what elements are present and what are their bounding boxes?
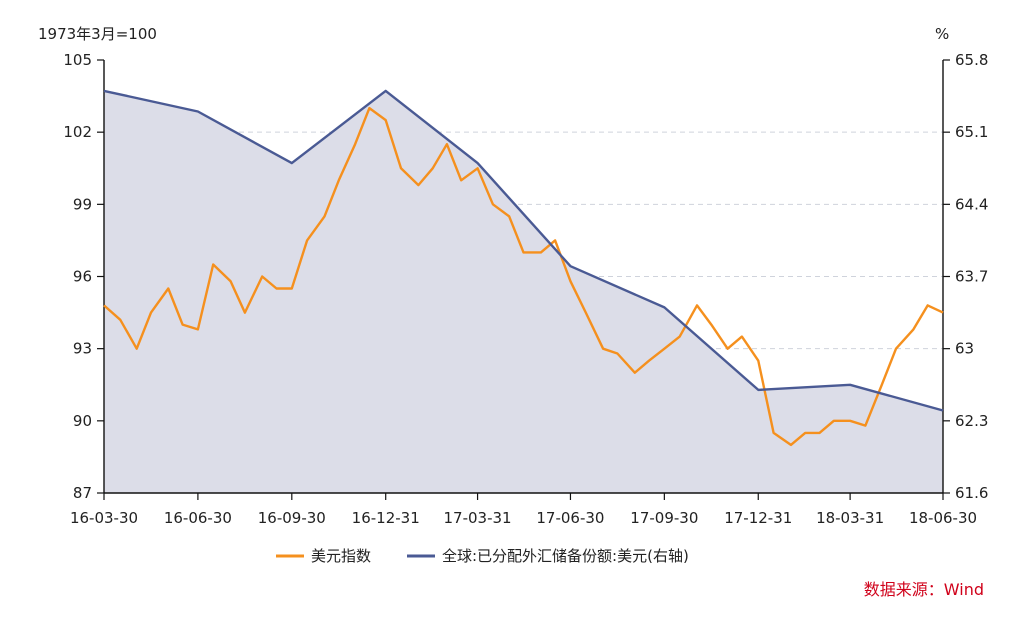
left-tick-label: 90 bbox=[73, 412, 92, 430]
x-tick-label: 16-09-30 bbox=[258, 509, 326, 527]
right-axis-ticks: 61.6 62.3 63 63.7 64.4 65.1 65.8 bbox=[943, 51, 988, 502]
reserve-share-line bbox=[103, 89, 944, 412]
x-tick-label: 18-03-31 bbox=[816, 509, 884, 527]
left-tick-label: 96 bbox=[73, 268, 92, 286]
x-tick-label: 16-03-30 bbox=[70, 509, 138, 527]
reserve-share-area bbox=[104, 90, 943, 494]
right-tick-label: 65.8 bbox=[955, 51, 988, 69]
right-tick-label: 61.6 bbox=[955, 484, 988, 502]
left-tick-label: 99 bbox=[73, 195, 92, 213]
legend: 美元指数 全球:已分配外汇储备份额:美元(右轴) bbox=[276, 547, 689, 565]
x-tick-label: 17-03-31 bbox=[444, 509, 512, 527]
right-tick-label: 63 bbox=[955, 340, 974, 358]
usd-index-line bbox=[103, 106, 944, 447]
x-tick-label: 18-06-30 bbox=[909, 509, 977, 527]
source-note: 数据来源：Wind bbox=[864, 580, 984, 599]
left-tick-label: 87 bbox=[73, 484, 92, 502]
x-tick-label: 16-12-31 bbox=[352, 509, 420, 527]
right-tick-label: 65.1 bbox=[955, 123, 988, 141]
right-tick-label: 62.3 bbox=[955, 412, 988, 430]
legend-label-usd-index: 美元指数 bbox=[311, 547, 371, 565]
left-axis-ticks: 87 90 93 96 99 102 105 bbox=[63, 51, 104, 502]
x-axis-ticks: 16-03-30 16-06-30 16-09-30 16-12-31 17-03-31… bbox=[70, 493, 977, 527]
x-tick-label: 17-06-30 bbox=[536, 509, 604, 527]
left-tick-label: 93 bbox=[73, 340, 92, 358]
right-tick-label: 63.7 bbox=[955, 268, 988, 286]
x-tick-label: 17-12-31 bbox=[724, 509, 792, 527]
left-tick-label: 105 bbox=[63, 51, 92, 69]
right-axis-unit: % bbox=[935, 25, 949, 43]
legend-label-reserve-share: 全球:已分配外汇储备份额:美元(右轴) bbox=[442, 547, 689, 565]
right-tick-label: 64.4 bbox=[955, 195, 988, 213]
left-axis-unit: 1973年3月=100 bbox=[38, 25, 157, 43]
left-tick-label: 102 bbox=[63, 123, 92, 141]
x-tick-label: 16-06-30 bbox=[164, 509, 232, 527]
x-tick-label: 17-09-30 bbox=[630, 509, 698, 527]
